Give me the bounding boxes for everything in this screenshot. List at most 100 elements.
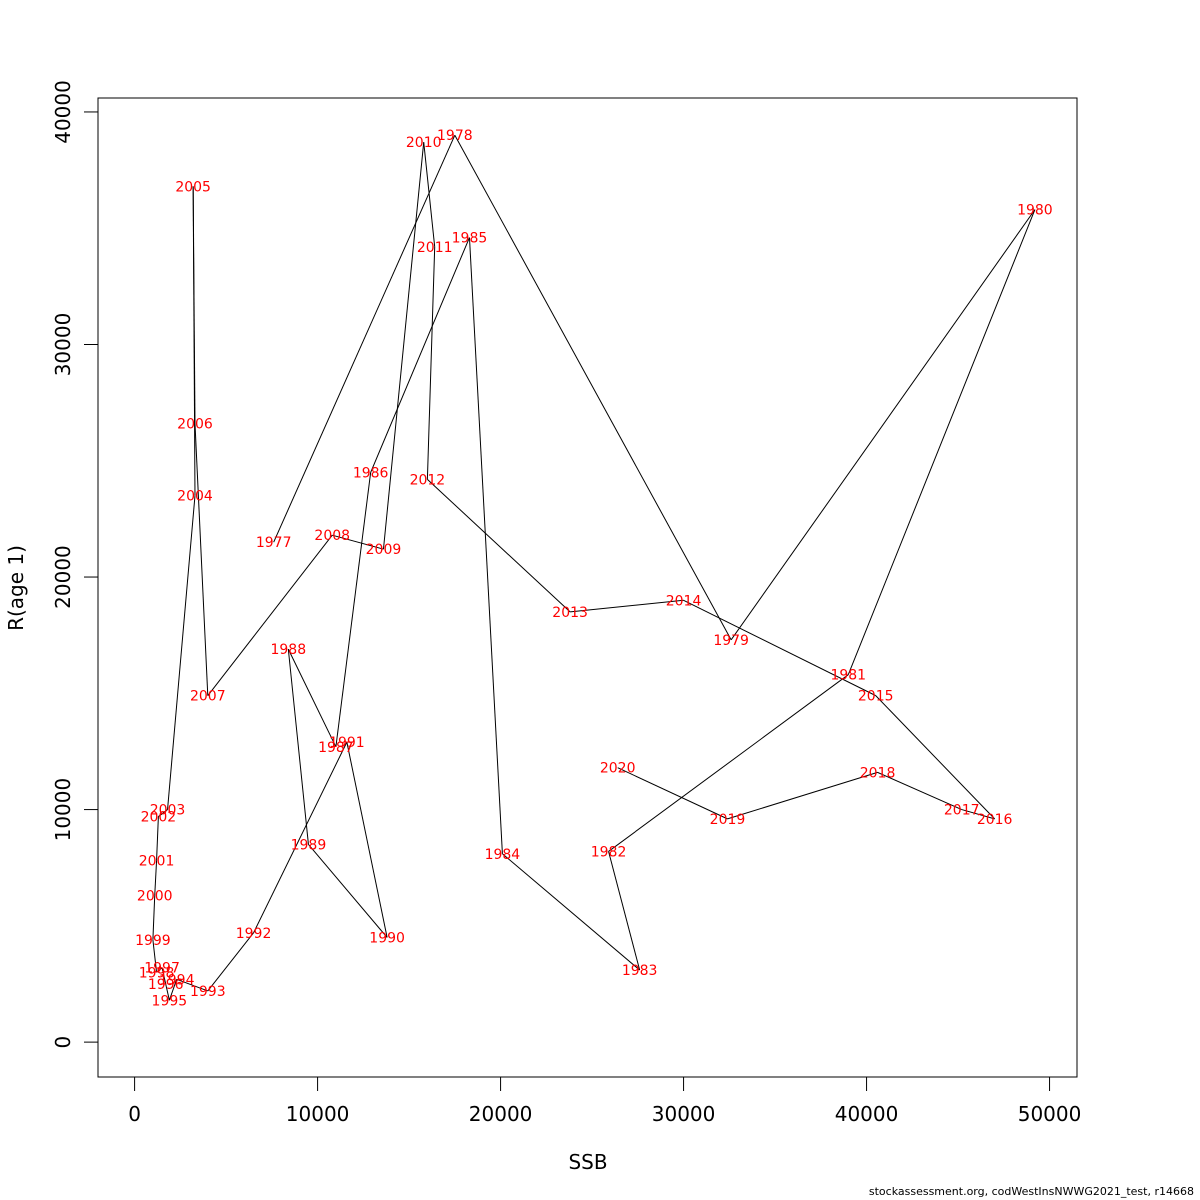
segment-2006-2007 — [194, 423, 209, 696]
series-line — [152, 134, 1036, 1001]
segment-1993-1994 — [176, 978, 208, 992]
segment-1980-1981 — [847, 209, 1036, 675]
point-label-1990: 1990 — [369, 930, 405, 946]
point-labels: 1977 1978 1979 1980 1981 1982 1983 1984 1985 1986… — [135, 128, 1053, 1009]
x-tick-label: 50000 — [1018, 1102, 1082, 1126]
segment-1992-1993 — [207, 932, 254, 992]
segment-2018-2019 — [727, 771, 878, 820]
segment-1984-1985 — [468, 237, 503, 854]
point-label-1997: 1997 — [144, 961, 180, 977]
segment-1986-1987 — [335, 472, 372, 747]
point-label-2019: 2019 — [710, 812, 746, 828]
segment-2014-2015 — [683, 599, 876, 697]
segment-1991-1992 — [253, 741, 348, 934]
segment-2002-2003 — [158, 809, 168, 817]
segment-2001-2002 — [156, 816, 159, 861]
point-label-1979: 1979 — [713, 633, 749, 649]
point-label-1984: 1984 — [485, 847, 521, 863]
segment-1995-1996 — [165, 983, 170, 1001]
x-tick-label: 40000 — [835, 1102, 899, 1126]
segment-1994-1995 — [168, 979, 178, 1001]
segment-2007-2008 — [207, 534, 333, 696]
y-axis-title: R(age 1) — [4, 545, 28, 631]
segment-2005-2006 — [192, 186, 196, 424]
segment-2009-2010 — [382, 142, 425, 550]
point-label-1981: 1981 — [830, 668, 866, 684]
segment-2010-2011 — [423, 142, 436, 247]
point-label-2016: 2016 — [977, 812, 1013, 828]
point-label-2010: 2010 — [406, 135, 442, 151]
point-label-2005: 2005 — [175, 179, 211, 195]
point-label-2004: 2004 — [177, 489, 213, 505]
y-tick-label: 10000 — [51, 778, 75, 842]
point-label-2008: 2008 — [314, 528, 350, 544]
point-label-1980: 1980 — [1017, 203, 1053, 219]
point-label-1977: 1977 — [256, 535, 292, 551]
point-label-1982: 1982 — [591, 844, 627, 860]
point-label-1993: 1993 — [190, 984, 226, 1000]
point-label-2020: 2020 — [600, 761, 636, 777]
y-axis: 0 10000 20000 30000 40000 — [51, 80, 99, 1049]
x-tick-label: 20000 — [469, 1102, 533, 1126]
point-label-2000: 2000 — [137, 889, 173, 905]
point-label-1988: 1988 — [270, 642, 306, 658]
x-axis: 0 10000 20000 30000 40000 50000 — [128, 1076, 1082, 1126]
point-label-2006: 2006 — [177, 417, 213, 433]
segment-1988-1989 — [287, 649, 309, 845]
segment-1982-1983 — [608, 851, 641, 971]
segment-1997-1998 — [156, 967, 163, 973]
segment-2008-2009 — [332, 534, 384, 550]
segment-1996-1997 — [161, 967, 167, 985]
segment-1979-1980 — [730, 209, 1036, 641]
y-tick-label: 20000 — [51, 545, 75, 609]
segment-1987-1988 — [287, 648, 337, 748]
point-label-1978: 1978 — [437, 128, 473, 144]
point-label-1985: 1985 — [452, 231, 488, 247]
point-label-2014: 2014 — [666, 593, 702, 609]
point-label-1991: 1991 — [329, 735, 365, 751]
segment-1981-1982 — [608, 674, 849, 852]
point-label-1999: 1999 — [135, 933, 171, 949]
segment-2013-2014 — [570, 599, 684, 613]
point-label-1995: 1995 — [152, 993, 188, 1009]
x-tick-label: 30000 — [652, 1102, 716, 1126]
segment-2016-2017 — [961, 809, 995, 820]
segment-2015-2016 — [875, 695, 996, 820]
point-label-1986: 1986 — [353, 465, 389, 481]
point-label-2018: 2018 — [860, 765, 896, 781]
segment-2019-2020 — [617, 767, 728, 820]
point-label-2017: 2017 — [944, 803, 980, 819]
point-label-2013: 2013 — [552, 605, 588, 621]
segment-1985-1986 — [370, 237, 470, 473]
segment-1990-1991 — [346, 742, 388, 938]
point-label-1989: 1989 — [291, 837, 327, 853]
segment-2012-2013 — [427, 479, 571, 613]
point-label-2001: 2001 — [139, 854, 175, 870]
segment-1989-1990 — [308, 844, 388, 938]
y-tick-label: 40000 — [51, 80, 75, 144]
footer-source-text: stockassessment.org, codWestInsNWWG2021_… — [868, 1185, 1194, 1198]
x-tick-label: 10000 — [286, 1102, 350, 1126]
point-label-1992: 1992 — [236, 926, 272, 942]
segment-1978-1979 — [454, 134, 732, 641]
segment-1977-1978 — [273, 135, 456, 543]
point-label-1996: 1996 — [148, 977, 184, 993]
segment-1983-1984 — [502, 853, 640, 971]
point-label-2011: 2011 — [417, 240, 453, 256]
point-label-1983: 1983 — [622, 963, 658, 979]
point-label-2003: 2003 — [150, 803, 186, 819]
point-label-2002: 2002 — [141, 810, 177, 826]
point-label-2012: 2012 — [410, 472, 446, 488]
segment-2000-2001 — [154, 860, 158, 896]
point-label-1987: 1987 — [318, 740, 354, 756]
point-label-2007: 2007 — [190, 689, 226, 705]
y-tick-label: 0 — [51, 1036, 75, 1049]
segment-2017-2018 — [877, 771, 962, 811]
segment-2003-2004 — [167, 495, 196, 810]
x-tick-label: 0 — [128, 1102, 141, 1126]
point-label-1998: 1998 — [139, 965, 175, 981]
point-label-1994: 1994 — [159, 972, 195, 988]
segment-1998-1999 — [152, 939, 158, 973]
segment-1999-2000 — [152, 895, 156, 940]
